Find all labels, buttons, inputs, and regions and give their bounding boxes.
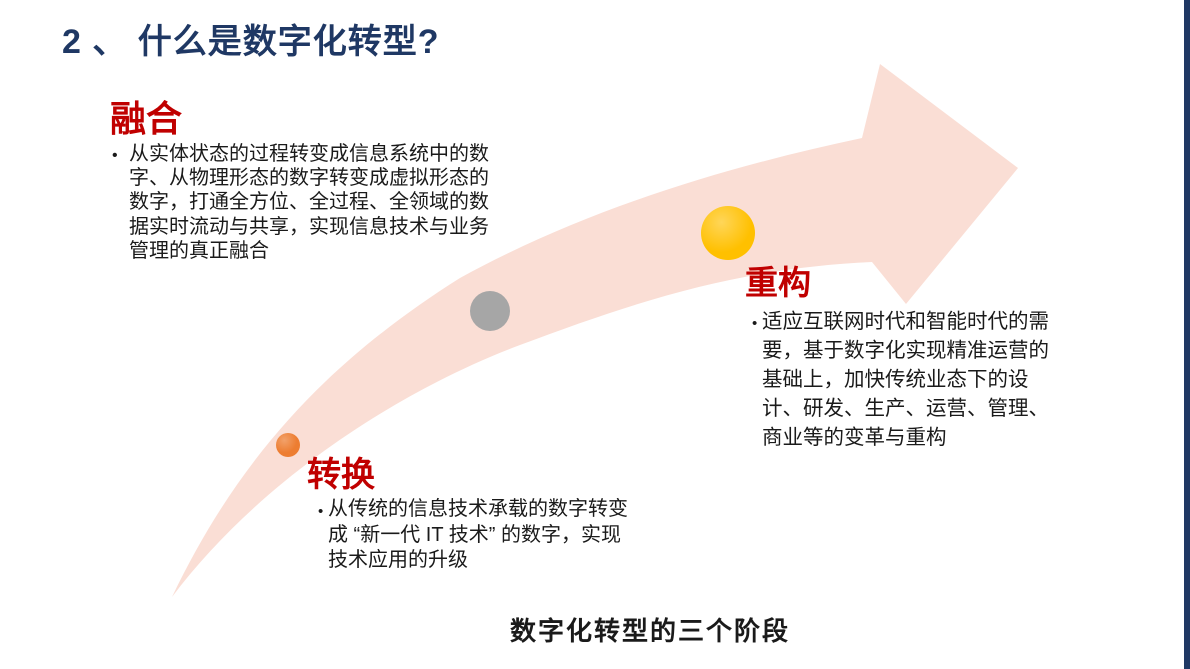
bullet-icon: •: [112, 147, 118, 164]
stage-heading-zhonggou: 重构: [745, 264, 811, 301]
bullet-icon: •: [318, 503, 324, 520]
stage-body-text-zhonggou: 适应互联网时代和智能时代的需 要，基于数字化实现精准运营的 基础上，加快传统业态…: [762, 310, 1049, 449]
slide-caption: 数字化转型的三个阶段: [509, 616, 790, 646]
stage-heading-ronghe: 融合: [110, 98, 183, 139]
growth-arrow-shape: [172, 64, 1018, 597]
stage-heading-zhuanhuan: 转换: [307, 456, 375, 494]
page-title: 2 、 什么是数字化转型?: [62, 23, 440, 61]
right-edge-bar: [1184, 0, 1190, 669]
stage-body-zhonggou: • 适应互联网时代和智能时代的需 要，基于数字化实现精准运营的 基础上，加快传统…: [752, 307, 1102, 452]
stage-body-zhuanhuan: • 从传统的信息技术承载的数字转变 成 “新一代 IT 技术” 的数字，实现 技…: [318, 497, 698, 574]
stage-dot-ronghe: [470, 291, 510, 331]
stage-dot-zhuanhuan: [276, 433, 300, 457]
stage-body-text-ronghe: 从实体状态的过程转变成信息系统中的数 字、从物理形态的数字转变成虚拟形态的 数字…: [129, 143, 489, 262]
stage-dot-zhonggou: [701, 206, 755, 260]
bullet-icon: •: [752, 315, 758, 332]
stage-body-text-zhuanhuan: 从传统的信息技术承载的数字转变 成 “新一代 IT 技术” 的数字，实现 技术应…: [328, 498, 628, 572]
stage-body-ronghe: • 从实体状态的过程转变成信息系统中的数 字、从物理形态的数字转变成虚拟形态的 …: [112, 142, 592, 263]
